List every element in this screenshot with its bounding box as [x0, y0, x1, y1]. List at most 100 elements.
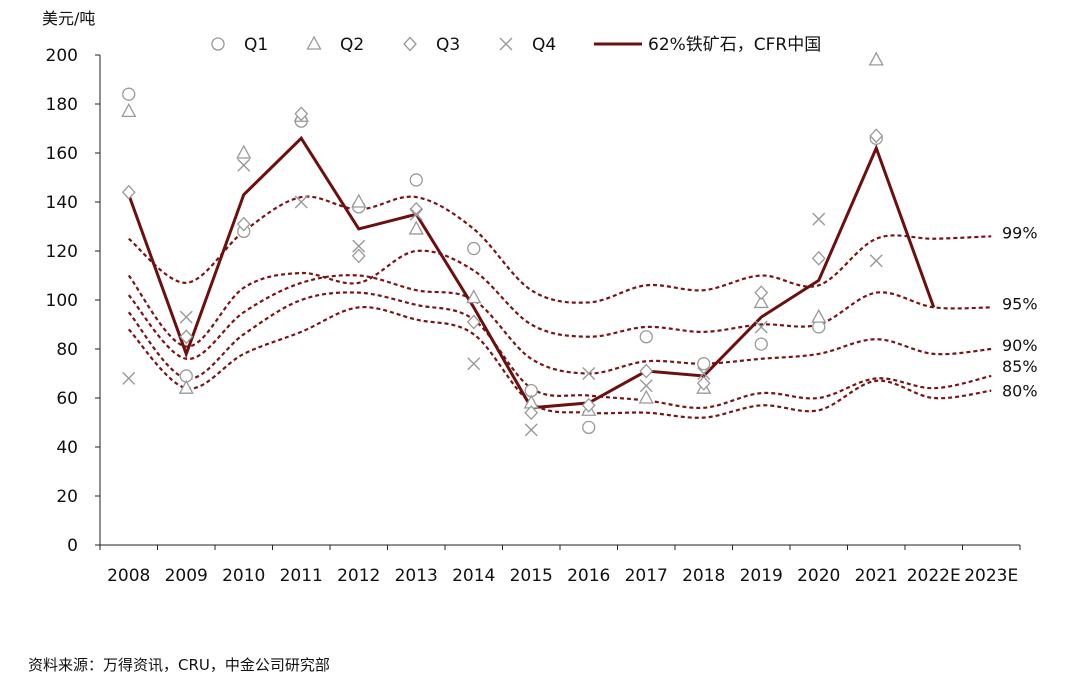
q3-point — [236, 216, 251, 232]
legend-label: Q2 — [340, 35, 364, 55]
x-tick-label: 2011 — [280, 566, 323, 586]
x-stroke — [179, 310, 193, 324]
x-stroke — [524, 423, 538, 437]
q4-point — [524, 423, 538, 437]
legend-x-icon — [499, 37, 513, 51]
q4-point — [754, 320, 768, 334]
q4-point — [294, 195, 308, 209]
x-tick-label: 2009 — [165, 566, 208, 586]
q3-point — [639, 363, 654, 379]
x-tick-label: 2013 — [395, 566, 438, 586]
cost-curve-label: 99% — [1002, 223, 1038, 242]
q4-point — [122, 371, 136, 385]
q3-point — [294, 106, 309, 122]
q4-point — [812, 212, 826, 226]
x-tick-label: 2020 — [797, 566, 840, 586]
x-stroke — [352, 239, 366, 253]
cost-curve-80pct — [127, 306, 992, 419]
q3-point — [524, 405, 539, 421]
x-stroke — [754, 320, 768, 334]
q3-point — [811, 250, 826, 266]
q3-point — [179, 329, 194, 345]
legend-circle-icon — [211, 37, 225, 51]
q1-point — [122, 87, 136, 101]
y-tick-label: 160 — [46, 144, 78, 164]
cost-curve-label: 85% — [1002, 357, 1038, 376]
legend-label: Q3 — [436, 35, 460, 55]
y-tick-label: 80 — [56, 340, 78, 360]
x-tick-label: 2015 — [510, 566, 553, 586]
q3-point — [754, 285, 769, 301]
legend-label: Q4 — [532, 35, 556, 55]
x-tick-label: 2022E — [907, 566, 961, 586]
legend-triangle-icon — [306, 35, 322, 50]
q3-point — [409, 201, 424, 217]
y-tick-label: 140 — [46, 193, 78, 213]
q3-point — [581, 397, 596, 413]
x-stroke — [237, 158, 251, 172]
x-stroke — [499, 37, 513, 51]
q4-point — [237, 158, 251, 172]
cost-curve-95pct — [127, 249, 992, 348]
cost-curve-90pct — [127, 274, 992, 375]
x-stroke — [122, 371, 136, 385]
x-tick-label: 2010 — [222, 566, 265, 586]
cost-curve-85pct — [127, 291, 992, 410]
y-tick-label: 0 — [67, 536, 78, 556]
x-stroke — [639, 379, 653, 393]
x-tick-label: 2012 — [337, 566, 380, 586]
y-tick-label: 100 — [46, 291, 78, 311]
y-unit-label: 美元/吨 — [42, 9, 95, 28]
x-tick-label: 2014 — [452, 566, 495, 586]
x-tick-label: 2019 — [740, 566, 783, 586]
q2-point — [408, 220, 424, 235]
legend-label: Q1 — [244, 35, 268, 55]
q1-point — [754, 337, 768, 351]
x-stroke — [294, 195, 308, 209]
q4-point — [409, 207, 423, 221]
q4-point — [352, 239, 366, 253]
q3-point — [869, 128, 884, 144]
q2-point — [178, 379, 194, 394]
x-stroke — [582, 367, 596, 380]
q4-point — [467, 357, 481, 371]
x-stroke — [467, 357, 481, 371]
y-tick-label: 40 — [56, 438, 78, 458]
q4-point — [697, 367, 711, 380]
x-stroke — [697, 367, 711, 380]
q3-point — [466, 314, 481, 330]
cost-curve-99pct — [128, 195, 992, 304]
q2-point — [466, 289, 482, 304]
q1-point — [467, 241, 481, 256]
q1-point — [582, 420, 596, 435]
q2-point — [638, 389, 654, 404]
x-tick-label: 2016 — [567, 566, 610, 586]
x-tick-label: 2021 — [855, 566, 898, 586]
y-tick-label: 200 — [46, 46, 78, 66]
q1-point — [697, 357, 711, 371]
q2-point — [236, 144, 252, 159]
q2-point — [351, 193, 367, 208]
q3-point — [121, 184, 136, 200]
q2-point — [811, 308, 827, 323]
q4-point — [869, 254, 883, 268]
y-tick-label: 20 — [56, 487, 78, 507]
q2-point — [753, 294, 769, 309]
legend-label: 62%铁矿石，CFR中国 — [648, 35, 821, 55]
q1-point — [639, 330, 653, 344]
q3-point — [696, 375, 711, 391]
legend-diamond-icon — [403, 36, 417, 52]
y-tick-label: 60 — [56, 389, 78, 409]
x-stroke — [409, 207, 423, 221]
y-tick-label: 120 — [46, 242, 78, 262]
x-stroke — [869, 254, 883, 268]
x-tick-label: 2008 — [107, 566, 150, 586]
source-note: 资料来源：万得资讯，CRU，中金公司研究部 — [28, 656, 330, 674]
y-tick-label: 180 — [46, 95, 78, 115]
q2-point — [868, 51, 884, 66]
q3-point — [351, 248, 366, 264]
cost-curve-label: 95% — [1002, 294, 1038, 313]
x-tick-label: 2018 — [682, 566, 725, 586]
price-line — [127, 135, 936, 410]
